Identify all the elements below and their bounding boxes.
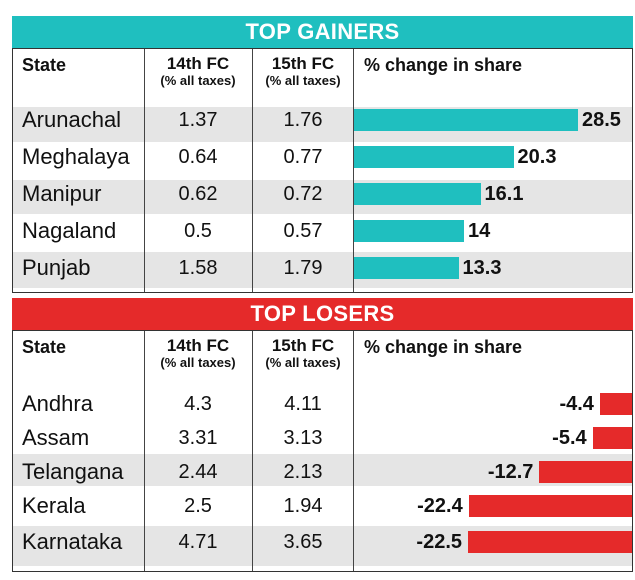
fc14-value: 0.62 bbox=[178, 183, 218, 205]
fc15-value: 0.77 bbox=[283, 146, 323, 168]
fc15-value: 1.76 bbox=[283, 109, 323, 131]
state-name: Telangana bbox=[22, 459, 124, 484]
fc15-value: 3.65 bbox=[283, 531, 323, 553]
header-change: % change in share bbox=[364, 337, 523, 357]
state-name: Karnataka bbox=[22, 529, 123, 554]
fc14-value: 0.5 bbox=[184, 220, 212, 242]
column-divider bbox=[252, 330, 253, 572]
change-label: 28.5 bbox=[582, 109, 621, 131]
fc14-value: 4.71 bbox=[178, 531, 218, 553]
fc15-value: 4.11 bbox=[284, 393, 322, 415]
state-name: Nagaland bbox=[22, 218, 117, 243]
fc14-value: 0.64 bbox=[178, 146, 218, 168]
change-label: 13.3 bbox=[462, 257, 502, 279]
fc15-value: 1.79 bbox=[283, 257, 323, 279]
change-label: 14 bbox=[468, 220, 491, 242]
header-14th-fc-label: 14th FC bbox=[166, 336, 230, 355]
header-15th-fc-sub: (% all taxes) bbox=[265, 73, 341, 88]
fc14-value: 2.5 bbox=[184, 495, 212, 517]
change-bar bbox=[354, 257, 459, 279]
change-label: 16.1 bbox=[484, 183, 524, 205]
change-bar bbox=[599, 393, 632, 415]
header-15th-fc: 15th FC (% all taxes) bbox=[251, 54, 355, 89]
change-label: -4.4 bbox=[559, 393, 594, 415]
state-name: Andhra bbox=[22, 391, 93, 416]
change-label: 20.3 bbox=[517, 146, 557, 168]
header-state: State bbox=[22, 55, 67, 75]
change-label: -5.4 bbox=[552, 427, 587, 449]
fc14-value: 3.31 bbox=[178, 427, 218, 449]
fc14-value: 1.37 bbox=[178, 109, 218, 131]
fc15-value: 0.57 bbox=[283, 220, 323, 242]
header-change: % change in share bbox=[364, 55, 523, 75]
column-divider bbox=[144, 48, 145, 293]
column-divider bbox=[353, 330, 354, 572]
fc15-value: 1.94 bbox=[283, 495, 323, 517]
gainers-title: TOP GAINERS bbox=[12, 16, 633, 48]
header-14th-fc-sub: (% all taxes) bbox=[160, 355, 236, 370]
losers-table: State 14th FC (% all taxes) 15th FC (% a… bbox=[12, 330, 633, 572]
fc15-value: 3.13 bbox=[283, 427, 323, 449]
gainers-table: State 14th FC (% all taxes) 15th FC (% a… bbox=[12, 48, 633, 293]
header-15th-fc-label: 15th FC bbox=[271, 54, 335, 73]
header-15th-fc: 15th FC (% all taxes) bbox=[251, 336, 355, 371]
header-15th-fc-label: 15th FC bbox=[271, 336, 335, 355]
change-label: -22.4 bbox=[417, 495, 463, 517]
change-bar bbox=[592, 427, 632, 449]
header-14th-fc: 14th FC (% all taxes) bbox=[146, 336, 250, 371]
change-label: -22.5 bbox=[416, 531, 462, 553]
state-name: Manipur bbox=[22, 181, 102, 206]
column-divider bbox=[353, 48, 354, 293]
change-bar bbox=[468, 531, 632, 553]
row-stripe bbox=[12, 454, 633, 486]
change-label: -12.7 bbox=[487, 461, 534, 483]
state-name: Arunachal bbox=[22, 107, 122, 132]
state-name: Kerala bbox=[22, 493, 86, 518]
change-bar bbox=[354, 109, 578, 131]
state-name: Punjab bbox=[22, 255, 91, 280]
fc14-value: 1.58 bbox=[178, 257, 218, 279]
change-bar bbox=[468, 495, 632, 517]
header-14th-fc-label: 14th FC bbox=[166, 54, 230, 73]
losers-title: TOP LOSERS bbox=[12, 298, 633, 330]
row-stripe bbox=[12, 252, 633, 288]
column-divider bbox=[144, 330, 145, 572]
header-15th-fc-sub: (% all taxes) bbox=[265, 355, 341, 370]
state-name: Assam bbox=[22, 425, 90, 450]
change-bar bbox=[539, 461, 632, 483]
header-14th-fc-sub: (% all taxes) bbox=[160, 73, 236, 88]
fc15-value: 2.13 bbox=[283, 461, 323, 483]
fc15-value: 0.72 bbox=[283, 183, 323, 205]
header-14th-fc: 14th FC (% all taxes) bbox=[146, 54, 250, 89]
state-name: Meghalaya bbox=[22, 144, 130, 169]
change-bar bbox=[354, 146, 514, 168]
change-bar bbox=[354, 220, 465, 242]
header-state: State bbox=[22, 337, 67, 357]
fc14-value: 4.3 bbox=[184, 393, 212, 415]
change-bar bbox=[354, 183, 481, 205]
row-stripe bbox=[12, 180, 633, 214]
fc14-value: 2.44 bbox=[178, 461, 218, 483]
column-divider bbox=[252, 48, 253, 293]
